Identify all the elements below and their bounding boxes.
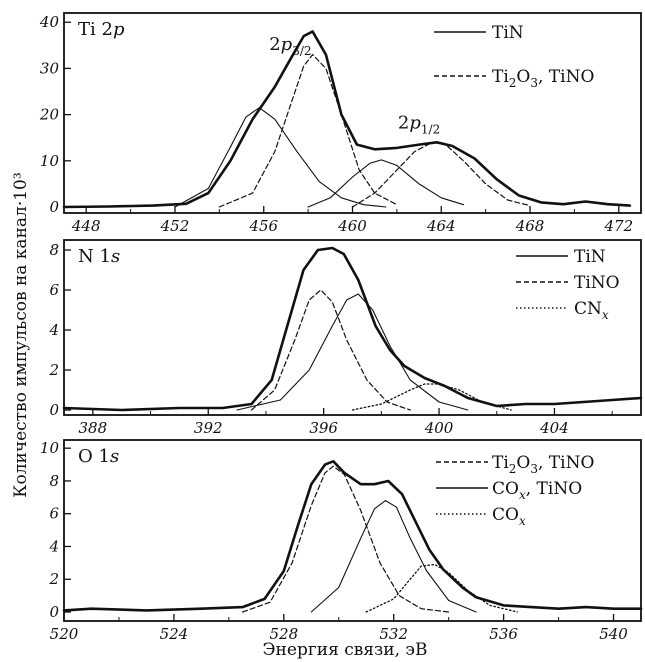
legend-label: TiNO	[574, 273, 620, 293]
x-tick-label: 532	[379, 625, 408, 643]
legend-label: Ti2O3, TiNO	[492, 453, 594, 476]
x-tick-label: 456	[248, 217, 278, 235]
series-tin-2p3-2	[174, 107, 387, 208]
x-tick-label: 448	[71, 217, 101, 235]
plot-frame	[63, 12, 642, 214]
y-tick-label: 40	[39, 13, 60, 31]
x-tick-label: 536	[489, 625, 518, 643]
plot-frame	[63, 439, 642, 622]
series-envelope	[62, 30, 632, 209]
legend-label: COx	[492, 505, 526, 528]
series-cox-tino	[310, 500, 477, 613]
x-tick-label: 460	[337, 217, 367, 235]
y-tick-label: 2	[48, 570, 59, 588]
x-tick-label: 528	[269, 625, 298, 643]
y-tick-label: 10	[40, 152, 60, 170]
y-tick-label: 6	[49, 281, 59, 299]
series-cox	[365, 563, 519, 613]
peak-annotation: 2p1/2	[398, 112, 440, 136]
x-tick-label: 400	[424, 419, 454, 437]
panel-2: 0 2 4 6 8 388 392 396 400 404 N 1s TiN TiNO CNx	[48, 239, 643, 437]
legend-label: TiN	[574, 247, 606, 267]
y-tick-label: 2	[48, 361, 59, 379]
x-tick-label: 404	[539, 419, 569, 437]
y-axis-title: Количество импульсов на канал·10³	[11, 172, 31, 497]
y-tick-label: 4	[48, 321, 59, 339]
panel-title: N 1s	[78, 246, 120, 267]
x-tick-label: 540	[599, 625, 628, 643]
x-tick-label: 452	[160, 217, 190, 235]
series-envelope	[62, 246, 643, 412]
y-tick-label: 4	[48, 537, 59, 555]
panel-title: Ti 2p	[78, 19, 125, 40]
y-tick-label: 6	[49, 505, 59, 523]
y-tick-label: 0	[49, 401, 59, 419]
y-tick-label: 10	[40, 439, 60, 457]
legend-label: Ti2O3, TiNO	[492, 67, 594, 90]
x-tick-label: 464	[426, 217, 456, 235]
y-tick-label: 0	[49, 198, 59, 216]
panel-3: 0 2 4 6 8 10 520 524 528 532 536 540 O 1s Ti2O3, TiNO…	[40, 439, 643, 643]
series-cnx	[351, 383, 512, 411]
panel-title: O 1s	[78, 446, 119, 467]
legend-label: CNx	[574, 299, 609, 322]
x-tick-label: 388	[79, 419, 108, 437]
x-tick-label: 520	[50, 625, 79, 643]
peak-annotation: 2p3/2	[269, 34, 311, 58]
x-tick-label: 396	[309, 419, 338, 437]
series-tino-2p3-2	[218, 54, 398, 208]
legend-label: TiN	[492, 23, 524, 43]
legend-label: COx, TiNO	[492, 479, 582, 502]
series-envelope	[62, 460, 643, 612]
panel-1: 0 10 20 30 40 448 452 456 460 464 468 472 Ti 2p 2p3/2…	[39, 12, 642, 235]
series-tin	[236, 293, 469, 411]
series-tino	[250, 289, 411, 411]
y-tick-label: 8	[49, 241, 59, 259]
y-tick-label: 30	[40, 59, 60, 77]
x-axis-title: Энергия связи, эВ	[263, 640, 428, 660]
y-tick-label: 8	[49, 472, 59, 490]
series-tino-2p1-2	[351, 141, 531, 208]
y-tick-label: 0	[49, 603, 59, 621]
x-tick-label: 392	[194, 419, 223, 437]
x-tick-label: 524	[160, 625, 189, 643]
series-ti2o3-tino	[242, 465, 450, 613]
series-tin-2p1-2	[307, 159, 465, 208]
plot-frame	[63, 239, 642, 416]
x-tick-label: 468	[515, 217, 545, 235]
y-tick-label: 20	[39, 106, 60, 124]
x-tick-label: 472	[603, 217, 633, 235]
